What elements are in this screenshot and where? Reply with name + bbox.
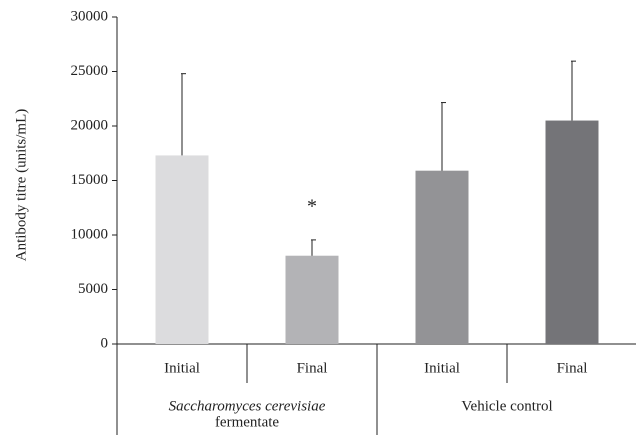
bar xyxy=(545,120,599,344)
y-tick-label: 15000 xyxy=(71,172,109,188)
x-tick-label: Initial xyxy=(424,360,460,376)
bar xyxy=(155,155,209,344)
y-tick-label: 20000 xyxy=(71,117,109,133)
y-tick-label: 30000 xyxy=(71,8,109,24)
group-label: fermentate xyxy=(215,414,279,430)
group-label: Saccharomyces cerevisiae xyxy=(169,398,326,414)
y-tick-label: 0 xyxy=(101,335,109,351)
y-tick-label: 10000 xyxy=(71,226,109,242)
bar xyxy=(285,255,339,344)
x-tick-label: Initial xyxy=(164,360,200,376)
y-tick-label: 5000 xyxy=(78,281,108,297)
group-label: Vehicle control xyxy=(461,398,552,414)
x-tick-label: Final xyxy=(297,360,328,376)
bar xyxy=(415,170,469,344)
y-tick-label: 25000 xyxy=(71,63,109,79)
annotation: * xyxy=(307,195,317,217)
x-tick-label: Final xyxy=(557,360,588,376)
y-axis-title: Antibody titre (units/mL) xyxy=(13,109,29,261)
